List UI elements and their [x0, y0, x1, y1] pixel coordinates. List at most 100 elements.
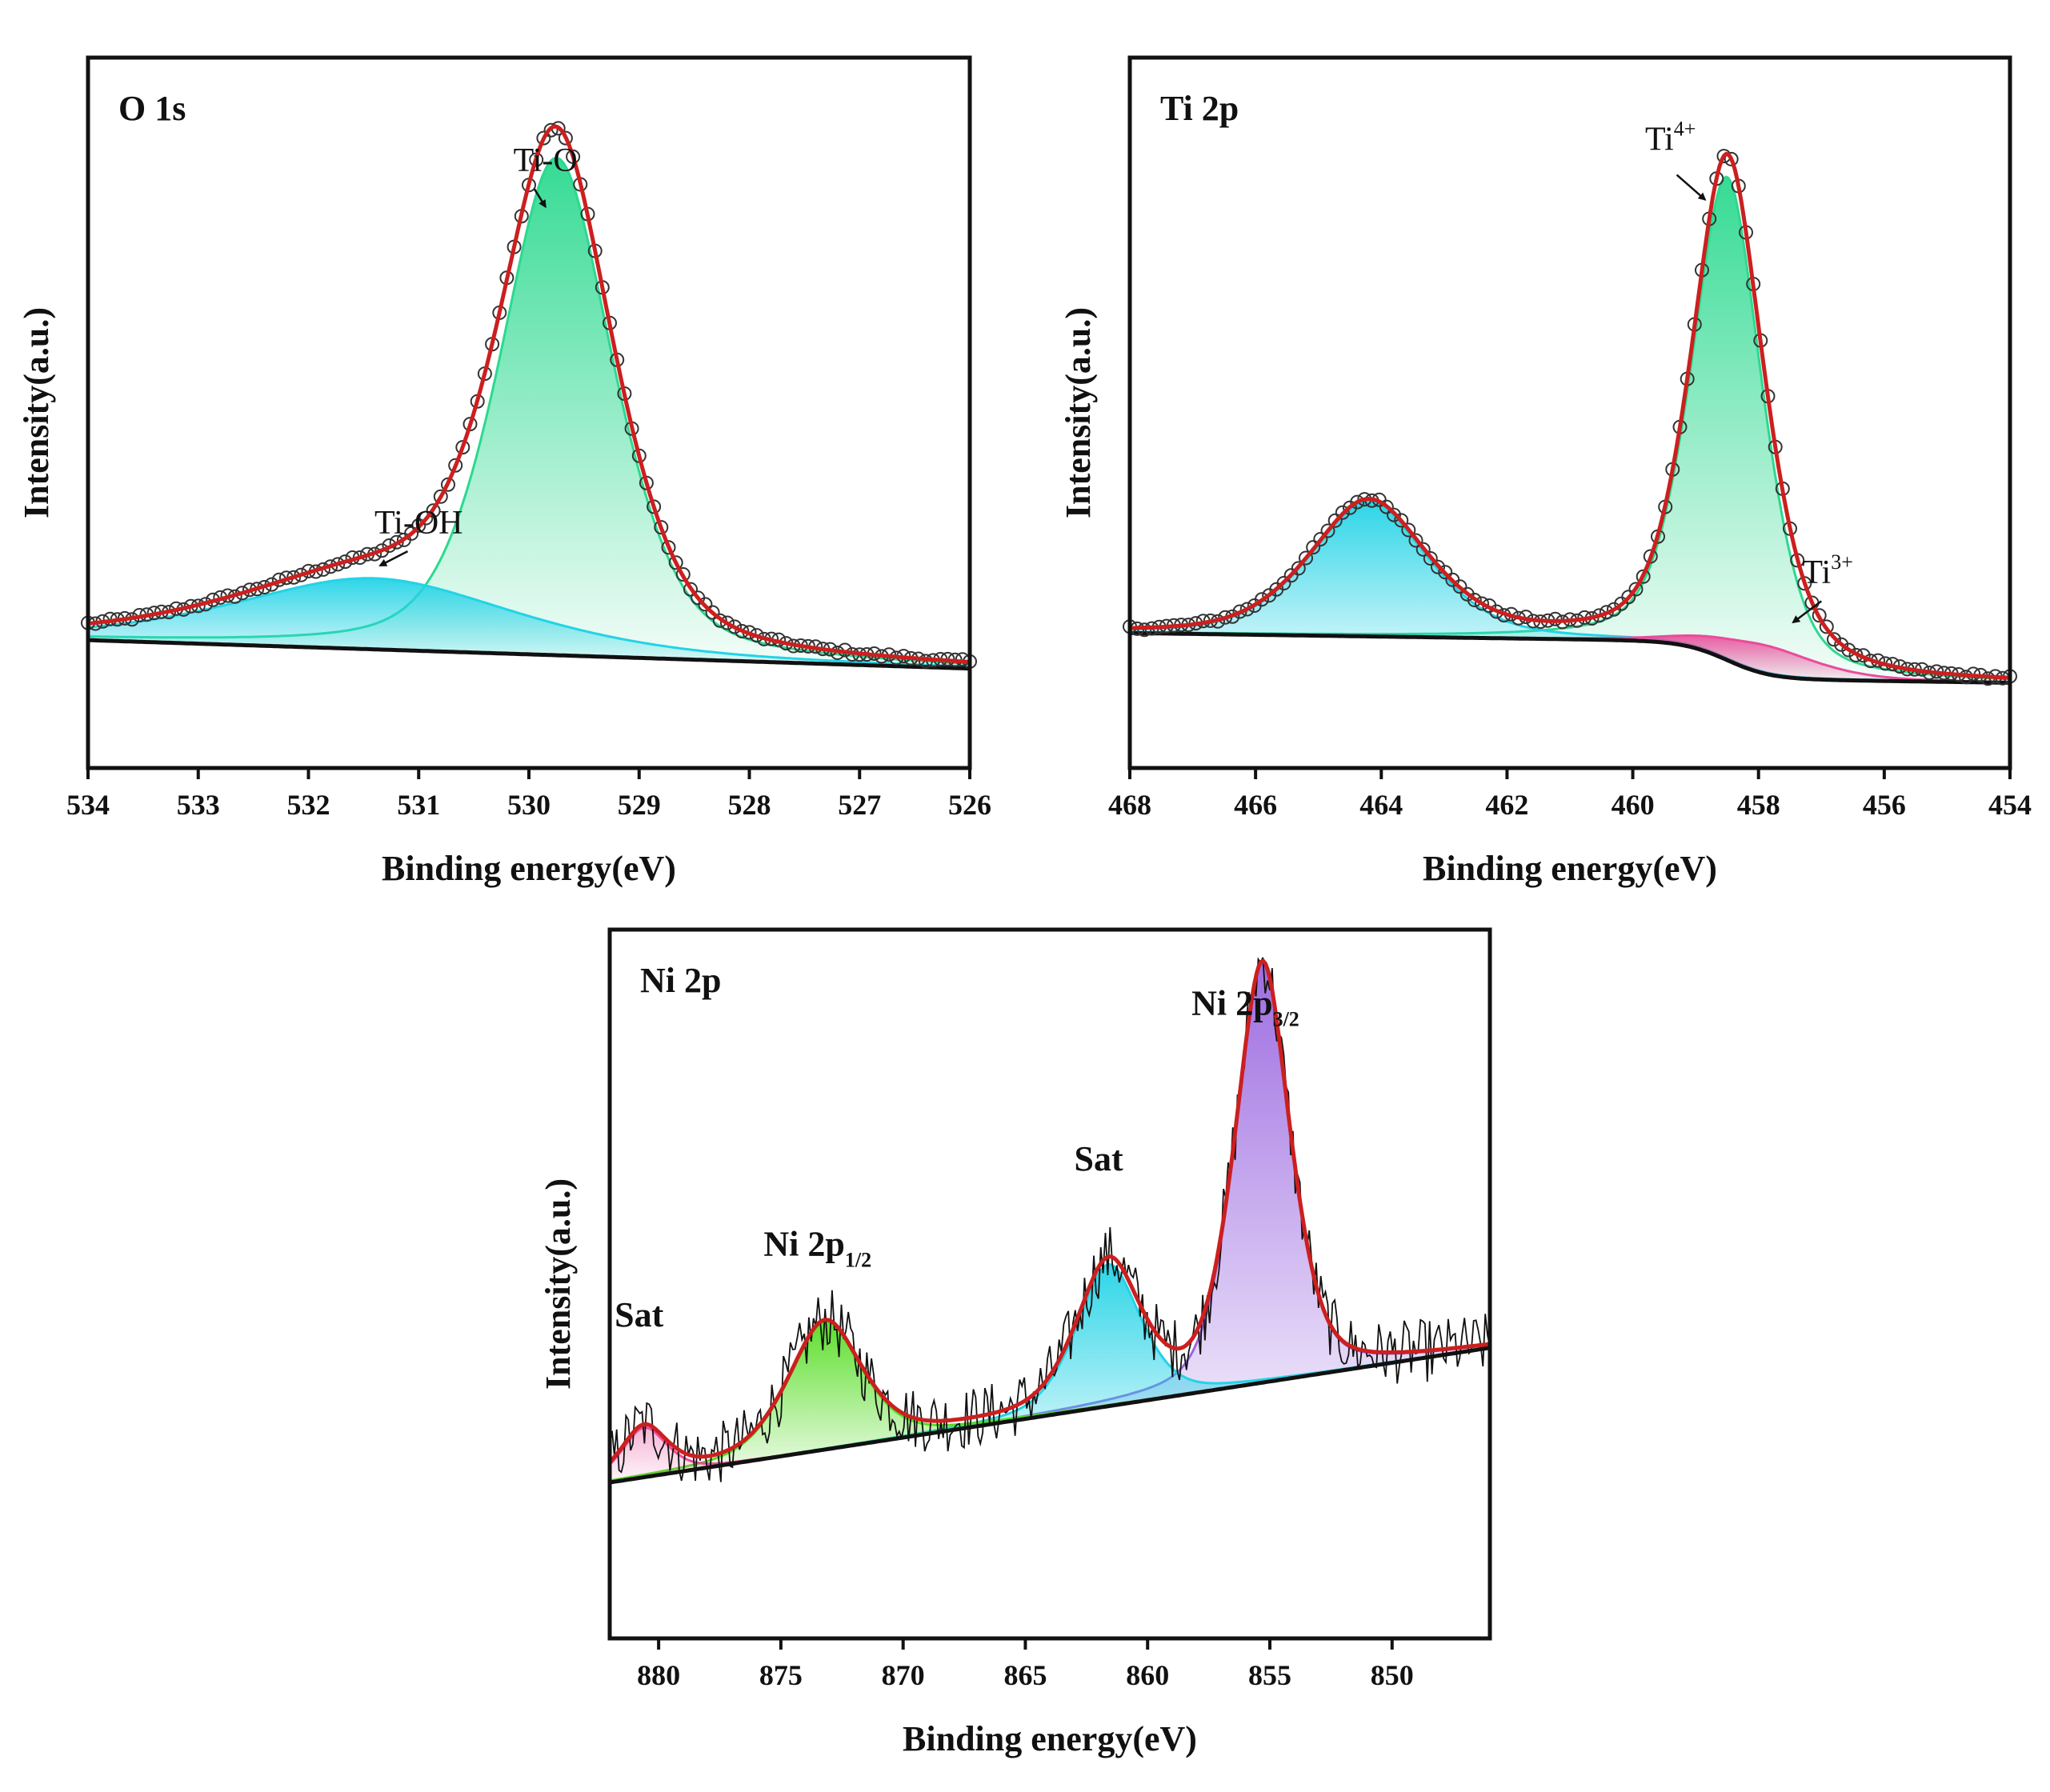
ti2p-raw-point	[1628, 582, 1644, 597]
ti2p-raw-point	[1299, 550, 1313, 566]
ni2p-annotation-layer: Ni 2p3/2 Sat Ni 2p1/2 Sat	[615, 983, 1299, 1334]
ti2p-raw-point	[1387, 507, 1401, 522]
ni2p-panel-title: Ni 2p	[640, 961, 721, 1000]
ni2p-raw-line	[609, 957, 1491, 1482]
ti2p-x-tick-label: 460	[1612, 789, 1655, 821]
ti2p-raw-point	[1827, 632, 1841, 647]
panel-ni2p: 880 875 870 865 860 855 850 Ni 2p Binding ener…	[539, 927, 1492, 1758]
o1s-raw-point	[433, 489, 448, 504]
ti2p-raw-point	[1636, 569, 1651, 584]
o1s-raw-point	[727, 619, 743, 634]
panel-ti2p: 468 466 464 462 460 458 456 454 Ti 2p Binding e…	[1059, 55, 2032, 888]
ti2p-arrow-ti3	[1792, 600, 1823, 624]
ti2p-background-line	[1130, 630, 2010, 685]
o1s-background-line	[88, 638, 971, 671]
o1s-y-axis-label: Intensity(a.u.)	[17, 307, 56, 518]
o1s-x-tick-label: 533	[177, 789, 220, 821]
ni2p-x-tick-label: 865	[1003, 1659, 1047, 1691]
ti2p-peak-line-1	[1129, 500, 2010, 684]
ti2p-raw-point	[1724, 151, 1739, 166]
ti2p-raw-point	[1408, 533, 1423, 548]
ni2p-series-layer	[608, 957, 1491, 1485]
ti2p-raw-point	[1438, 565, 1453, 580]
o1s-series-layer	[81, 121, 977, 671]
ti2p-raw-point	[1812, 608, 1827, 623]
o1s-raw-point	[719, 615, 735, 630]
o1s-panel-title: O 1s	[118, 89, 186, 128]
ni2p-annotation-3: Sat	[615, 1295, 663, 1334]
o1s-x-tick-label: 532	[287, 789, 330, 821]
ti2p-x-tick-label: 454	[1988, 789, 2032, 821]
o1s-x-tick-label: 527	[838, 789, 881, 821]
o1s-arrow-ti-o	[533, 188, 547, 209]
ti2p-x-tick-label: 464	[1359, 789, 1403, 821]
ti2p-envelope-line	[1129, 151, 2011, 680]
ti2p-annotation-0: Ti4+	[1645, 117, 1696, 158]
ni2p-background-line	[609, 1346, 1491, 1485]
ti2p-arrow-ti4	[1676, 174, 1707, 201]
ni2p-x-tick-label: 860	[1126, 1659, 1169, 1691]
ti2p-raw-point	[1350, 494, 1365, 510]
ni2p-tick-layer: 880 875 870 865 860 855 850	[637, 1638, 1414, 1691]
ti2p-raw-point	[1239, 602, 1255, 617]
o1s-peak-fill-0	[88, 158, 970, 669]
o1s-raw-point	[455, 440, 470, 455]
ti2p-x-tick-label: 462	[1485, 789, 1528, 821]
ni2p-annotation-2: Ni 2p1/2	[763, 1225, 871, 1272]
o1s-annotation-1: Ti-OH	[374, 505, 463, 542]
ti2p-raw-point	[1475, 596, 1489, 611]
ti2p-x-tick-label: 466	[1234, 789, 1277, 821]
o1s-raw-point	[411, 518, 426, 533]
ti2p-raw-point	[1415, 542, 1431, 557]
ti2p-raw-point	[1423, 551, 1438, 566]
o1s-x-tick-label: 531	[397, 789, 440, 821]
o1s-x-axis-label: Binding energy(eV)	[382, 849, 676, 888]
o1s-raw-point	[543, 122, 559, 138]
o1s-x-tick-label: 526	[948, 789, 991, 821]
ti2p-raw-point	[1255, 592, 1269, 607]
ti2p-x-tick-label: 458	[1737, 789, 1780, 821]
ti2p-peak-fill-1	[1130, 501, 2010, 683]
ti2p-raw-point	[1335, 505, 1350, 520]
o1s-annotation-layer: Ti-O Ti-OH	[374, 142, 578, 567]
o1s-raw-point	[448, 458, 463, 473]
ti2p-x-axis-label: Binding energy(eV)	[1423, 849, 1717, 888]
o1s-x-tick-label: 534	[66, 789, 110, 821]
ti2p-raw-point	[1834, 637, 1849, 652]
o1s-x-tick-label: 528	[728, 789, 771, 821]
ti2p-peak-fill-2	[1130, 633, 2010, 683]
ti2p-raw-point	[1452, 579, 1467, 594]
ti2p-axes-frame	[1127, 55, 2012, 770]
o1s-raw-point	[426, 503, 441, 518]
o1s-raw-point	[404, 526, 419, 541]
ti2p-raw-point	[1320, 523, 1335, 538]
ti2p-series-layer	[1123, 149, 2017, 686]
ti2p-raw-point	[1431, 559, 1445, 574]
o1s-raw-point	[558, 130, 573, 146]
ni2p-annotation-0: Ni 2p3/2	[1191, 983, 1299, 1030]
o1s-raw-point	[698, 597, 713, 612]
ni2p-x-tick-label: 875	[759, 1659, 803, 1691]
ti2p-panel-title: Ti 2p	[1160, 89, 1239, 128]
ni2p-peak-fill-2	[610, 1322, 1490, 1483]
o1s-arrow-ti-oh	[378, 550, 409, 567]
o1s-annotation-0: Ti-O	[514, 142, 578, 179]
panel-o1s: 534 533 532 531 530 529 528 527 526 O 1s Binding…	[17, 55, 991, 888]
o1s-raw-point	[675, 567, 691, 582]
o1s-x-tick-label: 529	[618, 789, 661, 821]
ti2p-raw-point	[1841, 642, 1856, 658]
ti2p-raw-point	[1394, 513, 1409, 528]
ni2p-envelope-line	[608, 958, 1491, 1464]
ni2p-x-tick-label: 850	[1371, 1659, 1414, 1691]
o1s-raw-point	[683, 582, 698, 597]
ni2p-annotation-1: Sat	[1075, 1139, 1123, 1178]
o1s-raw-point	[536, 130, 551, 146]
ti2p-raw-point	[1306, 540, 1321, 555]
o1s-envelope-line	[87, 124, 971, 664]
ti2p-tick-layer: 468 466 464 462 460 458 456 454	[1108, 768, 2032, 821]
ni2p-x-axis-label: Binding energy(eV)	[903, 1719, 1197, 1758]
ni2p-x-tick-label: 880	[637, 1659, 680, 1691]
ti2p-raw-point	[1313, 532, 1328, 546]
